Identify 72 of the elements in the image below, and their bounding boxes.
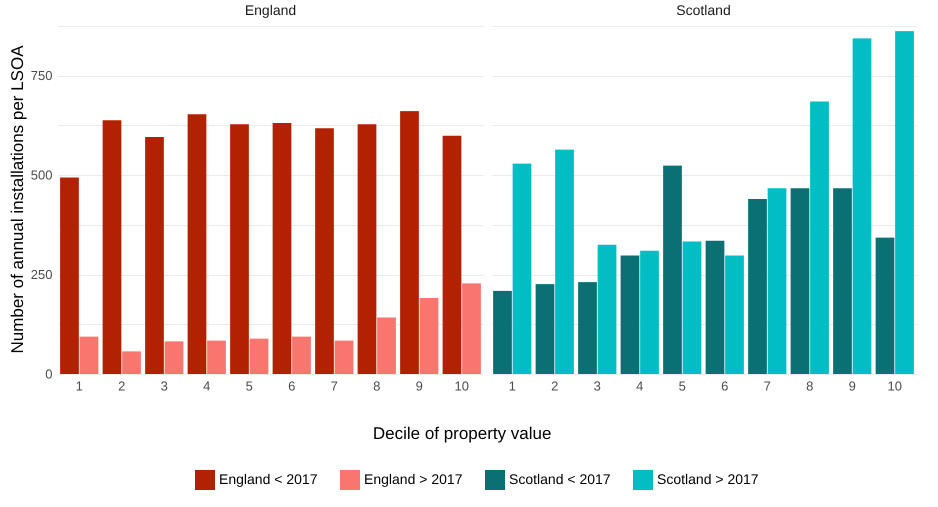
- x-tick-label: 5: [246, 378, 253, 394]
- bar: [60, 178, 79, 374]
- y-axis-title: Number of annual installations per LSOA: [8, 44, 27, 354]
- bar: [598, 244, 616, 374]
- bar: [578, 282, 597, 374]
- x-tick-label: 7: [764, 378, 771, 394]
- bar: [420, 298, 438, 374]
- y-tick-label: 500: [30, 168, 52, 183]
- bar: [377, 318, 396, 374]
- x-tick-label: 1: [76, 378, 83, 394]
- x-tick-label: 9: [416, 378, 423, 394]
- bar: [334, 340, 354, 374]
- y-tick-label: 750: [30, 68, 52, 84]
- bar: [682, 242, 702, 374]
- x-tick-label: 8: [373, 378, 380, 394]
- bar: [706, 240, 724, 374]
- bar: [620, 255, 640, 374]
- chart-title: England: [244, 2, 296, 18]
- bar: [462, 283, 481, 374]
- x-tick-label: 2: [551, 378, 558, 394]
- bar: [790, 188, 810, 374]
- bar: [536, 284, 554, 374]
- bar: [230, 124, 249, 374]
- bar: [80, 336, 98, 374]
- y-tick-label: 250: [30, 267, 52, 282]
- bar: [315, 128, 334, 374]
- bar: [640, 250, 659, 374]
- legend-label: Scotland > 2017: [657, 471, 759, 487]
- bar: [876, 238, 894, 374]
- bar: [292, 336, 311, 374]
- x-tick-label: 9: [848, 378, 856, 394]
- bar: [272, 123, 292, 374]
- bar: [400, 111, 419, 374]
- x-axis-title: Decile of property value: [372, 424, 552, 443]
- x-tick-label: 2: [118, 378, 126, 394]
- x-tick-label: 7: [330, 378, 338, 394]
- x-tick-label: 6: [288, 378, 296, 394]
- bar: [207, 340, 226, 374]
- bar: [833, 188, 852, 374]
- bar: [102, 120, 122, 374]
- x-tick-label: 10: [888, 378, 902, 394]
- x-tick-label: 1: [508, 378, 516, 394]
- bar: [250, 338, 268, 374]
- bar: [145, 136, 164, 374]
- bar: [663, 166, 682, 374]
- bar: [852, 38, 872, 374]
- x-tick-label: 3: [594, 378, 601, 394]
- legend-label: England > 2017: [364, 471, 463, 487]
- legend-label: England < 2017: [219, 471, 318, 487]
- bar: [555, 150, 574, 374]
- x-tick-label: 3: [160, 378, 168, 394]
- bar: [493, 290, 512, 374]
- x-tick-label: 6: [721, 378, 728, 394]
- bar: [358, 124, 376, 374]
- x-tick-label: 10: [454, 378, 469, 394]
- bar: [442, 136, 462, 374]
- chart-title: Scotland: [676, 2, 731, 18]
- x-tick-label: 4: [203, 378, 210, 394]
- bar: [810, 102, 829, 374]
- bar: [122, 351, 141, 374]
- bar: [188, 114, 206, 374]
- x-tick-label: 5: [678, 378, 686, 394]
- x-tick-label: 8: [806, 378, 814, 394]
- bar: [748, 199, 767, 374]
- x-tick-label: 4: [636, 378, 644, 394]
- legend-label: Scotland < 2017: [509, 471, 611, 487]
- bar: [725, 255, 744, 374]
- bar: [895, 31, 914, 374]
- y-tick-label: 0: [45, 366, 52, 382]
- bar: [512, 164, 532, 374]
- bar: [768, 188, 786, 374]
- bar: [164, 341, 184, 374]
